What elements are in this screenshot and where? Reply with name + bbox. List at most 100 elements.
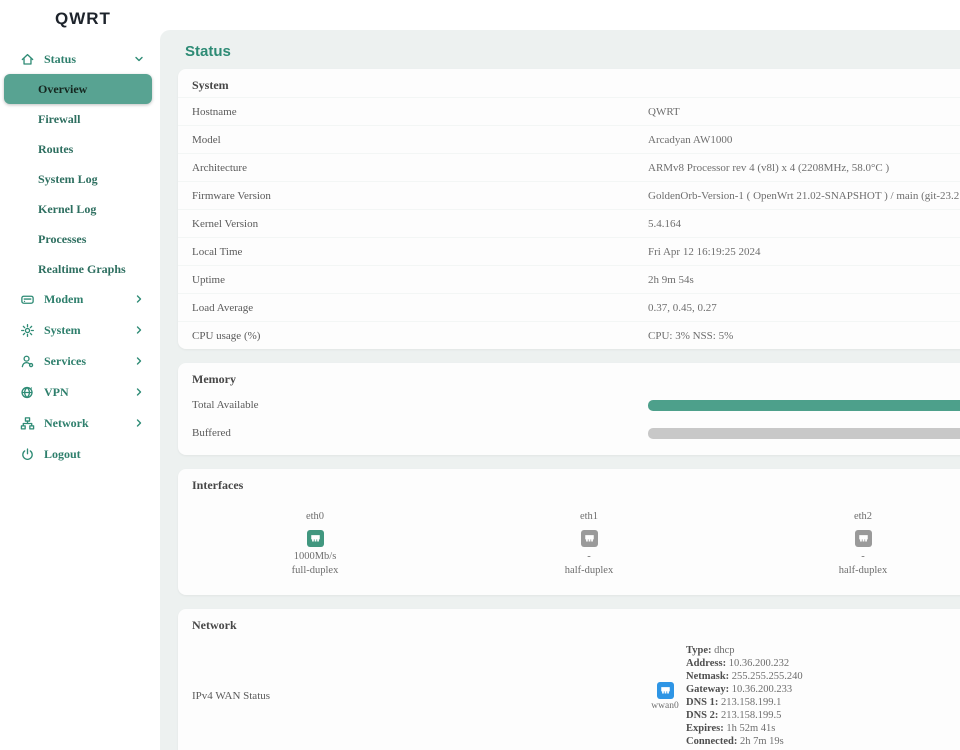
interfaces-card-header: Interfaces: [192, 478, 244, 492]
page-title: Status: [185, 43, 231, 60]
table-row: Model Arcadyan AW1000: [178, 125, 960, 153]
gear-icon: [20, 323, 35, 338]
row-label: IPv4 WAN Status: [192, 690, 271, 702]
chevron-right-icon: [134, 324, 144, 339]
row-label: Load Average: [192, 301, 254, 314]
table-row: Architecture ARMv8 Processor rev 4 (v8l)…: [178, 153, 960, 181]
sidebar-group-services[interactable]: Services: [0, 346, 160, 377]
wan-status-block: wwan0 Type: dhcp Address: 10.36.200.232 …: [648, 644, 803, 748]
interface-name: eth2: [853, 511, 873, 522]
interface-eth0[interactable]: eth0 1000Mb/s full-duplex: [178, 511, 452, 579]
chevron-right-icon: [134, 386, 144, 401]
table-row: Local Time Fri Apr 12 16:19:25 2024: [178, 237, 960, 265]
network-card: Network IPv4 WAN Status wwan0 Type: dhc: [178, 609, 960, 750]
table-row: CPU usage (%) CPU: 3% NSS: 5%: [178, 321, 960, 349]
row-value: CPU: 3% NSS: 5%: [648, 329, 734, 342]
wan-interface[interactable]: wwan0: [648, 681, 682, 711]
main-area: Status System Hostname QWRT Model Arcady…: [160, 0, 960, 750]
content-area: Status System Hostname QWRT Model Arcady…: [160, 30, 960, 750]
row-label: Architecture: [192, 161, 247, 174]
sidebar-item-label: Overview: [38, 81, 88, 96]
sidebar-group-label: Services: [44, 354, 86, 368]
system-card-header: System: [192, 78, 229, 92]
ethernet-port-icon: [656, 681, 674, 699]
ethernet-port-icon: [854, 530, 872, 547]
wan-interface-name: wwan0: [651, 700, 679, 711]
sidebar-group-label: Network: [44, 416, 89, 430]
power-icon: [20, 447, 35, 462]
detail-line: Expires: 1h 52m 41s: [686, 723, 776, 734]
row-value: 2h 9m 54s: [648, 273, 694, 286]
detail-line: Connected: 2h 7m 19s: [686, 736, 784, 747]
table-row: Kernel Version 5.4.164: [178, 209, 960, 237]
interface-duplex: half-duplex: [564, 565, 614, 576]
ethernet-port-icon: [580, 530, 598, 547]
table-row: Firmware Version GoldenOrb-Version-1 ( O…: [178, 181, 960, 209]
sidebar-item-logout[interactable]: Logout: [0, 439, 160, 469]
interface-duplex: half-duplex: [838, 565, 888, 576]
table-row: Buffered: [178, 419, 960, 447]
row-value: Arcadyan AW1000: [648, 133, 733, 146]
home-icon: [20, 52, 35, 67]
sidebar-item-processes[interactable]: Processes: [38, 231, 87, 246]
memory-card-header: Memory: [192, 372, 236, 386]
row-label: Uptime: [192, 273, 225, 286]
row-value: QWRT: [648, 105, 680, 118]
chevron-down-icon: [134, 53, 144, 68]
sidebar-group-label: VPN: [44, 385, 69, 399]
wan-status-row: IPv4 WAN Status wwan0 Type: dhcp Address…: [178, 637, 960, 750]
table-row: Hostname QWRT: [178, 97, 960, 125]
memory-bar-buffered: [648, 427, 960, 439]
row-label: Kernel Version: [192, 217, 259, 230]
user-icon: [20, 354, 35, 369]
row-label: CPU usage (%): [192, 329, 261, 342]
sidebar-item-system-log[interactable]: System Log: [38, 171, 98, 186]
table-row: Load Average 0.37, 0.45, 0.27: [178, 293, 960, 321]
ethernet-port-icon: [306, 530, 324, 547]
detail-line: Netmask: 255.255.255.240: [686, 671, 803, 682]
detail-line: Gateway: 10.36.200.233: [686, 684, 793, 695]
interface-speed: -: [587, 551, 591, 562]
sidebar-group-label: Status: [44, 51, 77, 66]
row-value: ARMv8 Processor rev 4 (v8l) x 4 (2208MHz…: [648, 161, 890, 174]
sidebar-group-system[interactable]: System: [0, 315, 160, 346]
sidebar-item-firewall[interactable]: Firewall: [38, 111, 81, 126]
wan-details: Type: dhcp Address: 10.36.200.232 Netmas…: [686, 644, 803, 748]
sidebar-item-realtime-graphs[interactable]: Realtime Graphs: [38, 261, 126, 276]
row-label: Hostname: [192, 105, 237, 118]
sidebar-group-label: Modem: [44, 292, 84, 306]
detail-line: DNS 2: 213.158.199.5: [686, 710, 782, 721]
table-row: Uptime 2h 9m 54s: [178, 265, 960, 293]
globe-icon: [20, 385, 35, 400]
detail-line: DNS 1: 213.158.199.1: [686, 697, 782, 708]
interfaces-row: eth0 1000Mb/s full-duplex eth1: [178, 497, 960, 595]
sidebar-group-label: System: [44, 323, 81, 337]
interface-duplex: full-duplex: [291, 565, 339, 576]
system-card: System Hostname QWRT Model Arcadyan AW10…: [178, 69, 960, 349]
interfaces-card: Interfaces eth0 1000Mb/s full-duplex eth…: [178, 469, 960, 595]
row-value: 5.4.164: [648, 217, 681, 230]
interface-name: eth0: [305, 511, 325, 522]
network-card-header: Network: [192, 618, 237, 632]
detail-line: Address: 10.36.200.232: [686, 658, 790, 669]
sidebar-item-overview[interactable]: Overview: [4, 74, 152, 104]
memory-card: Memory Total Available Buffered: [178, 363, 960, 455]
row-value: GoldenOrb-Version-1 ( OpenWrt 21.02-SNAP…: [648, 189, 960, 202]
chevron-right-icon: [134, 355, 144, 370]
sidebar-item-routes[interactable]: Routes: [38, 141, 74, 156]
interface-eth1[interactable]: eth1 - half-duplex: [452, 511, 726, 579]
sidebar-group-vpn[interactable]: VPN: [0, 377, 160, 408]
interface-speed: -: [861, 551, 865, 562]
sidebar-group-network[interactable]: Network: [0, 408, 160, 439]
sidebar: QWRT Status Overview Firewall Routes Sys…: [0, 0, 160, 750]
chevron-right-icon: [134, 293, 144, 308]
interface-eth2[interactable]: eth2 - half-duplex: [726, 511, 960, 579]
sidebar-group-modem[interactable]: Modem: [0, 284, 160, 315]
row-value: Fri Apr 12 16:19:25 2024: [648, 245, 761, 258]
interface-speed: 1000Mb/s: [293, 551, 337, 562]
sidebar-group-status[interactable]: Status: [0, 44, 160, 74]
chevron-right-icon: [134, 417, 144, 432]
table-row: Total Available: [178, 391, 960, 419]
sidebar-item-kernel-log[interactable]: Kernel Log: [38, 201, 97, 216]
